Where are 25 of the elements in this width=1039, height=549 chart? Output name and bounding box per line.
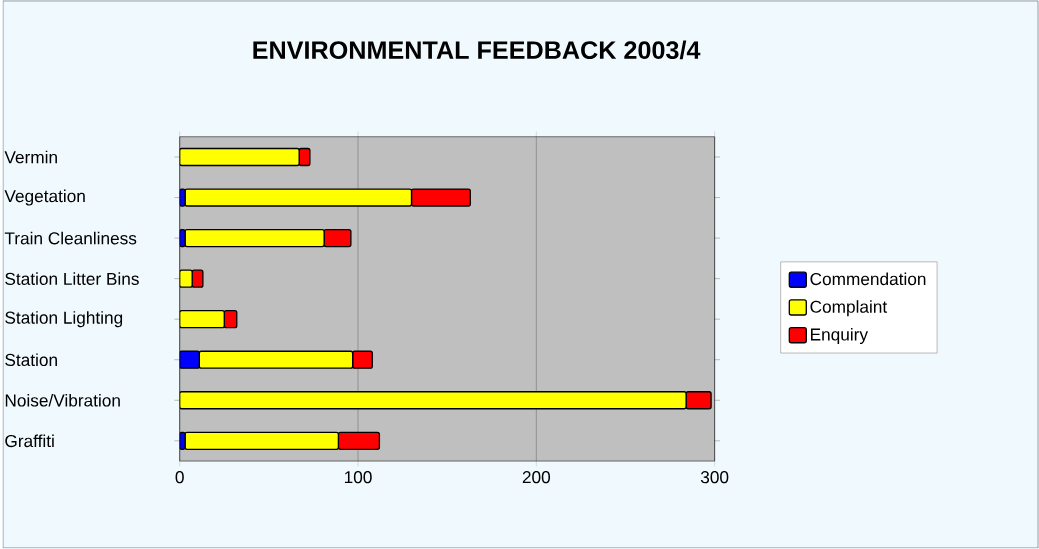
- x-tick-label: 0: [175, 471, 184, 484]
- bar: [179, 391, 687, 410]
- chart-title: ENVIRONMENTAL FEEDBACK 2003/4: [253, 40, 701, 60]
- x-tick-label: 100: [344, 471, 372, 484]
- y-tick-label: Train Cleanliness: [4, 231, 137, 245]
- x-tick-label: 300: [700, 471, 729, 484]
- legend-label: Commendation: [810, 272, 926, 286]
- y-tick-label: Noise/Vibration: [5, 393, 120, 407]
- legend-label: Enquiry: [811, 327, 868, 345]
- bar: [179, 147, 300, 167]
- y-tick-label: Station: [5, 353, 57, 367]
- y-tick-label: Station Litter Bins: [5, 272, 139, 286]
- bar: [198, 350, 354, 369]
- legend-label: Complaint: [810, 300, 888, 317]
- x-tick-label: 200: [522, 471, 551, 484]
- y-tick-label: Station Lighting: [5, 311, 123, 328]
- y-tick-label: Vegetation: [4, 189, 85, 206]
- y-tick-label: Graffiti: [5, 434, 54, 448]
- y-tick-label: Vermin: [4, 150, 57, 164]
- bar: [184, 228, 325, 248]
- bar: [179, 350, 200, 369]
- bar: [179, 310, 225, 329]
- bar: [184, 431, 340, 451]
- bar: [337, 431, 381, 451]
- bar: [351, 350, 373, 369]
